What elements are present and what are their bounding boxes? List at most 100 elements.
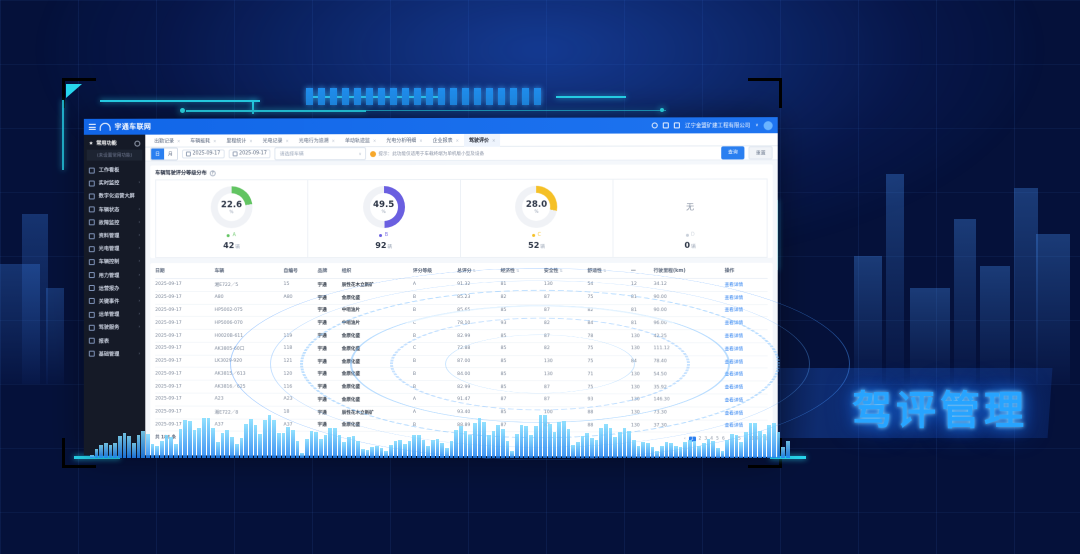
cell-日期: 2025-09-17 [155, 291, 215, 305]
sidebar-item-label: 驾驶服务 [98, 325, 120, 332]
period-option-0[interactable]: 日 [151, 148, 164, 160]
close-icon[interactable]: × [285, 137, 289, 143]
spectrum-bar [99, 444, 104, 458]
period-segmented-control[interactable]: 日月 [150, 147, 178, 161]
reset-button[interactable]: 重置 [748, 146, 773, 160]
spectrum-bar [239, 437, 244, 458]
spectrum-bar [772, 423, 776, 458]
legend-label: A [232, 233, 236, 239]
sidebar-item-7[interactable]: 车辆控制 › [84, 255, 145, 268]
close-icon[interactable]: × [455, 137, 460, 143]
spectrum-bar [211, 427, 216, 458]
chevron-down-icon[interactable]: ∨ [755, 122, 759, 128]
spectrum-bar [304, 438, 309, 458]
tab-4[interactable]: 光电行为追溯 × [294, 137, 340, 144]
spectrum-bar [286, 427, 290, 458]
spectrum-bar [482, 422, 487, 458]
doc-icon[interactable] [662, 122, 669, 129]
close-icon[interactable]: × [213, 137, 217, 143]
sidebar-item-5[interactable]: 资料管理 › [84, 229, 145, 242]
tab-1[interactable]: 车辆能耗 × [185, 137, 221, 144]
gauge-legend-C: C [532, 233, 541, 238]
date-end-field[interactable]: 2025-09-17 [228, 148, 271, 159]
date-start-field[interactable]: 2025-09-17 [181, 149, 225, 159]
panel-title: 车辆驾驶评分等级分布 [155, 170, 207, 177]
gauge-legend-A: A [227, 233, 236, 238]
period-option-1[interactable]: 月 [163, 148, 177, 160]
avatar[interactable] [763, 120, 773, 130]
query-button[interactable]: 查询 [720, 146, 745, 160]
sidebar-item-10[interactable]: 关键事件 › [84, 295, 145, 308]
help-icon[interactable]: ? [209, 169, 216, 176]
sidebar-item-9[interactable]: 运营报办 › [84, 282, 145, 295]
menu-toggle-icon[interactable] [88, 123, 96, 130]
spectrum-bar [692, 441, 697, 458]
sidebar-item-13[interactable]: 报表 [84, 334, 145, 347]
sidebar-item-14[interactable]: 基础管理 › [84, 347, 145, 360]
close-icon[interactable]: × [492, 137, 496, 143]
folder-icon [88, 232, 95, 239]
spectrum-bar [113, 443, 118, 458]
sidebar-item-0[interactable]: 工作看板 [84, 164, 145, 177]
spectrum-bar [407, 440, 412, 458]
close-icon[interactable]: × [331, 137, 336, 143]
logo-icon [99, 122, 111, 131]
spectrum-bar [220, 432, 225, 458]
alert-icon [88, 219, 95, 226]
tab-label: 光电记录 [262, 137, 283, 144]
spectrum-bar [379, 448, 384, 458]
spectrum-bar [664, 442, 669, 458]
gauge-count-unit: 辆 [540, 244, 545, 250]
table-col-4: 组织 [341, 263, 413, 279]
tab-0[interactable]: 出勤记录 × [149, 137, 185, 144]
spectrum-bar [160, 440, 164, 458]
sidebar-item-1[interactable]: 实时监控 › [84, 177, 145, 190]
sidebar-item-8[interactable]: 用力管理 › [84, 269, 145, 282]
close-icon[interactable]: × [419, 137, 423, 143]
spectrum-bar [650, 446, 655, 458]
legend-label: B [384, 233, 389, 239]
report-icon [88, 285, 95, 292]
spectrum-bar [290, 429, 295, 458]
sidebar-nav: 工作看板 实时监控 › 数字化运营大屏 车辆状态 › 故障监控 › 资料管理 › 光电管理 › 车辆控制… [84, 164, 145, 361]
chevron-right-icon: › [138, 246, 141, 252]
vehicle-select[interactable]: 请选择车辆 ∨ [274, 147, 367, 160]
spectrum-bar [403, 443, 407, 458]
tab-7[interactable]: 企业报表 × [428, 136, 464, 143]
close-icon[interactable]: × [249, 137, 253, 143]
tab-6[interactable]: 光电分析明细 × [381, 137, 427, 144]
spectrum-bar [636, 445, 641, 458]
close-icon[interactable]: × [372, 137, 377, 143]
tab-2[interactable]: 里程统计 × [221, 137, 257, 144]
tab-5[interactable]: 单动轨迹监 × [340, 137, 381, 144]
spectrum-bar [435, 438, 440, 458]
bell-icon[interactable] [651, 122, 658, 129]
close-icon[interactable]: × [177, 138, 181, 144]
sidebar-item-11[interactable]: 运单管理 › [84, 308, 145, 321]
sidebar-item-2[interactable]: 数字化运营大屏 [84, 190, 145, 203]
spectrum-bar [150, 444, 155, 458]
table-col-3: 品牌 [317, 263, 342, 279]
tab-8[interactable]: 驾驶评价 × [464, 133, 501, 147]
spectrum-bar [440, 442, 445, 458]
tab-3[interactable]: 光电记录 × [258, 137, 294, 144]
tab-label: 光电行为追溯 [298, 137, 329, 144]
cell-日期: 2025-09-17 [155, 354, 215, 368]
spectrum-bar [230, 437, 234, 458]
message-icon[interactable] [673, 122, 680, 129]
sidebar-item-6[interactable]: 光电管理 › [84, 242, 145, 255]
screen-icon [88, 193, 95, 200]
spectrum-bar [122, 432, 127, 458]
spectrum-bar [309, 431, 314, 458]
star-icon: ★ [88, 140, 94, 147]
spectrum-bar [300, 453, 304, 458]
power-icon [88, 272, 95, 279]
sidebar-item-3[interactable]: 车辆状态 › [84, 203, 145, 216]
spectrum-bar [216, 442, 220, 458]
chevron-right-icon: › [138, 325, 141, 331]
sidebar-item-4[interactable]: 故障监控 › [84, 216, 145, 229]
sidebar-item-12[interactable]: 驾驶服务 › [84, 321, 145, 334]
gear-icon[interactable] [134, 140, 141, 147]
spectrum-bar [533, 425, 538, 458]
spectrum-bar [781, 447, 786, 458]
